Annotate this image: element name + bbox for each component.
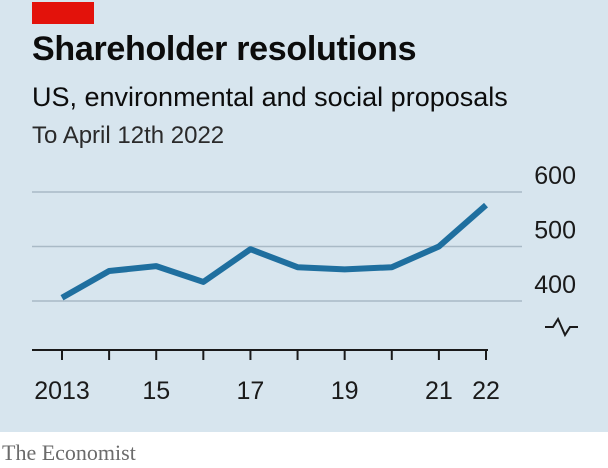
line-chart: 400 500 600 2013 15 17 19 21 22: [32, 162, 578, 405]
axis-break-mark: [545, 316, 578, 338]
gridlines: [32, 191, 522, 302]
y-tick-label-600: 600: [534, 162, 576, 190]
series-lines: [60, 202, 488, 301]
x-axis: 2013 15 17 19 21 22: [32, 349, 500, 405]
series-line-0: [60, 202, 488, 301]
y-tick-label-400: 400: [534, 271, 576, 299]
y-tick-labels: 400 500 600: [534, 162, 576, 299]
chart-title: Shareholder resolutions: [32, 30, 417, 68]
chart-subtitle: US, environmental and social proposals: [32, 82, 508, 112]
x-tick-label-2022: 22: [472, 377, 500, 405]
source-credit: The Economist: [2, 440, 136, 465]
x-tick-label-2021: 21: [425, 377, 453, 405]
chart-panel: [0, 0, 608, 432]
x-tick-label-2019: 19: [331, 377, 359, 405]
x-tick-label-2017: 17: [237, 377, 265, 405]
y-tick-label-500: 500: [534, 217, 576, 245]
brand-tag: [32, 2, 94, 24]
x-tick-label-2015: 15: [142, 377, 170, 405]
axis-break-icon: [545, 316, 578, 338]
date-note: To April 12th 2022: [32, 122, 225, 149]
x-tick-label-2013: 2013: [34, 377, 90, 405]
